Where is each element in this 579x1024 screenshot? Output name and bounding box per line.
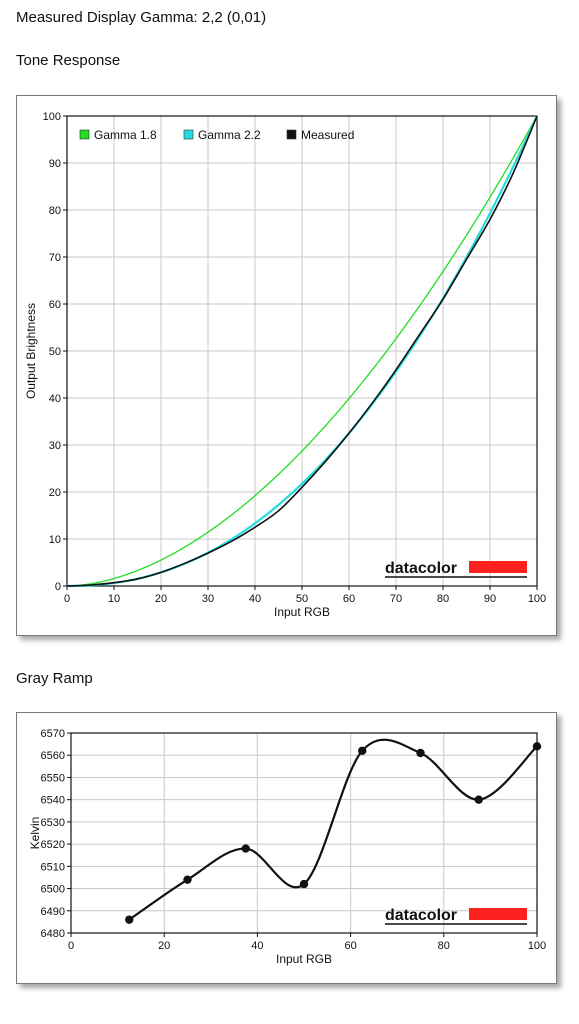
tone-y-axis-label: Output Brightness (24, 303, 38, 399)
legend-swatch (79, 129, 90, 140)
gray-x-tick-label: 0 (68, 940, 74, 952)
tone-x-tick-label: 40 (249, 593, 261, 605)
gray-data-point (183, 875, 192, 884)
tone-x-tick-label: 70 (390, 593, 402, 605)
tone-x-tick-label: 10 (108, 593, 120, 605)
gray-data-point (358, 746, 367, 755)
tone-y-tick-label: 100 (43, 111, 61, 123)
tone-x-axis-label: Input RGB (274, 605, 330, 619)
tone-y-tick-label: 10 (49, 534, 61, 546)
tone-y-tick-label: 90 (49, 158, 61, 170)
tone-y-tick-label: 60 (49, 299, 61, 311)
gray-data-point (299, 879, 309, 889)
gray-y-tick-label: 6520 (41, 839, 65, 851)
gray-data-point (474, 795, 483, 804)
gray-data-point (241, 844, 250, 853)
tone-response-panel: 0 10 20 30 40 50 60 70 80 90 100 0 10 20 30 40 50 60 70 80 9… (16, 95, 557, 636)
gray-y-tick-label: 6540 (41, 795, 65, 807)
gray-ramp-heading: Gray Ramp (16, 670, 93, 687)
gray-x-tick-label: 80 (438, 940, 450, 952)
tone-x-tick-label: 30 (202, 593, 214, 605)
tone-logo-bar (469, 561, 527, 573)
gray-x-tick-label: 20 (158, 940, 170, 952)
tone-y-tick-label: 0 (55, 581, 61, 593)
tone-y-tick-label: 40 (49, 393, 61, 405)
tone-x-tick-label: 20 (155, 593, 167, 605)
tone-y-tick-label: 20 (49, 487, 61, 499)
gray-x-tick-label: 100 (528, 940, 546, 952)
gray-logo-text: datacolor (385, 907, 457, 924)
gray-series-line (128, 738, 538, 921)
tone-response-chart: 0 10 20 30 40 50 60 70 80 90 100 0 10 20 30 40 50 60 70 80 9… (24, 111, 546, 619)
gray-x-axis-label: Input RGB (276, 952, 332, 966)
tone-series-line (66, 115, 538, 587)
tone-logo-text: datacolor (385, 560, 457, 577)
gray-y-tick-label: 6550 (41, 772, 65, 784)
gray-data-point (125, 915, 134, 924)
gray-ramp-panel: 0 20 40 60 80 100 6480 6490 6500 6510 6520 6530 6540… (16, 712, 557, 984)
gray-y-tick-label: 6560 (41, 750, 65, 762)
tone-grid (67, 116, 537, 586)
gray-ramp-chart: 0 20 40 60 80 100 6480 6490 6500 6510 6520 6530 6540… (28, 728, 546, 966)
gray-x-tick-label: 60 (344, 940, 356, 952)
tone-x-tick-label: 90 (484, 593, 496, 605)
legend-label: Gamma 1.8 (94, 128, 157, 142)
legend-label: Measured (301, 128, 354, 142)
tone-x-tick-label: 50 (296, 593, 308, 605)
gray-y-axis-label: Kelvin (28, 817, 42, 850)
gray-y-tick-label: 6500 (41, 884, 65, 896)
gray-grid (71, 733, 537, 933)
tone-datacolor-logo: datacolor (385, 560, 527, 578)
tone-x-tick-label: 0 (64, 593, 70, 605)
tone-x-tick-label: 80 (437, 593, 449, 605)
gray-y-tick-label: 6480 (41, 928, 65, 940)
tone-y-tick-label: 30 (49, 440, 61, 452)
measured-gamma-heading: Measured Display Gamma: 2,2 (0,01) (16, 9, 267, 26)
tone-y-tick-label: 70 (49, 252, 61, 264)
tone-y-tick-label: 80 (49, 205, 61, 217)
tone-y-tick-label: 50 (49, 346, 61, 358)
gray-plot-frame (70, 732, 538, 934)
tone-series-line (66, 115, 538, 587)
legend-swatch (183, 129, 194, 140)
gray-y-tick-label: 6490 (41, 906, 65, 918)
gray-x-tick-label: 40 (251, 940, 263, 952)
legend-label: Gamma 2.2 (198, 128, 261, 142)
gray-y-tick-label: 6570 (41, 728, 65, 740)
gray-data-point (532, 742, 542, 751)
tone-x-tick-label: 100 (528, 593, 546, 605)
legend-swatch (286, 129, 297, 140)
tone-x-tick-label: 60 (343, 593, 355, 605)
gray-logo-bar (469, 908, 527, 920)
gray-y-tick-label: 6530 (41, 817, 65, 829)
tone-response-heading: Tone Response (16, 52, 121, 69)
gray-y-tick-label: 6510 (41, 861, 65, 873)
tone-legend: Gamma 1.8 Gamma 2.2 Measured (79, 128, 354, 142)
gray-data-point (416, 748, 425, 758)
gray-datacolor-logo: datacolor (385, 907, 527, 925)
